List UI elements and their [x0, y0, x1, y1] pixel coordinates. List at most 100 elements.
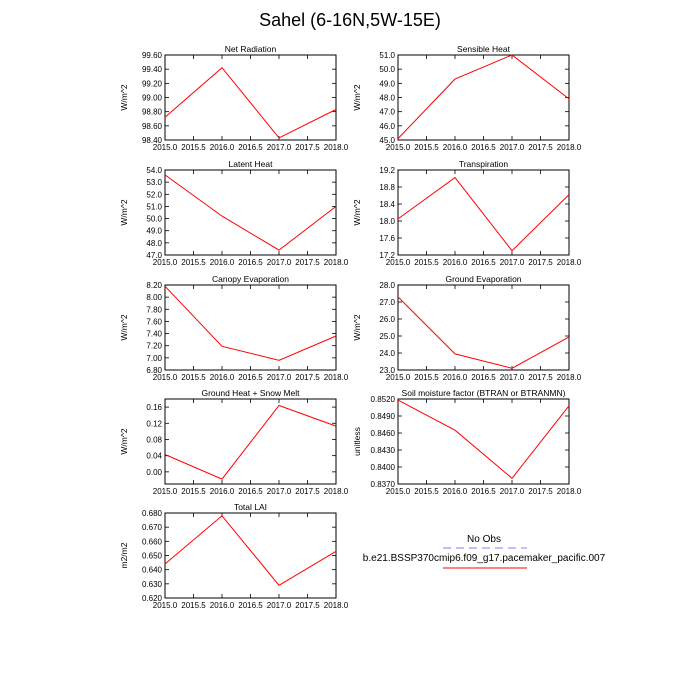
- y-tick-label: 7.40: [146, 330, 162, 339]
- panel-title: Soil moisture factor (BTRAN or BTRANMN): [402, 388, 566, 398]
- x-tick-label: 2016.5: [238, 258, 263, 267]
- panel-8: Soil moisture factor (BTRAN or BTRANMN) 2…: [352, 388, 582, 496]
- x-tick-label: 2017.5: [528, 373, 553, 382]
- legend-model-label: b.e21.BSSP370cmip6.f09_g17.pacemaker_pac…: [363, 553, 606, 564]
- y-tick-label: 53.0: [146, 178, 162, 187]
- y-axis-label: W/m^2: [119, 84, 129, 110]
- y-tick-label: 0.8460: [371, 429, 396, 438]
- y-tick-label: 46.0: [379, 122, 395, 131]
- y-tick-label: 0.8400: [371, 463, 396, 472]
- y-tick-label: 98.40: [142, 136, 163, 145]
- x-tick-label: 2016.0: [443, 487, 468, 496]
- x-tick-label: 2017.5: [295, 487, 320, 496]
- x-tick-label: 2015.0: [153, 143, 178, 152]
- x-tick-label: 2016.0: [443, 258, 468, 267]
- y-axis-label: W/m^2: [119, 314, 129, 340]
- panel-5: Canopy Evaporation 2015.0 2015.5 2016.0 2016…: [119, 274, 349, 382]
- y-tick-label: 98.60: [142, 122, 163, 131]
- x-tick-label: 2017.0: [500, 373, 525, 382]
- panel-frame: [164, 284, 337, 371]
- panel-title: Transpiration: [459, 159, 509, 169]
- x-tick-label: 2018.0: [557, 373, 582, 382]
- x-tick-label: 2015.5: [414, 373, 439, 382]
- x-tick-label: 2015.0: [386, 143, 411, 152]
- panel-title: Sensible Heat: [457, 44, 511, 54]
- y-tick-label: 0.8430: [371, 446, 396, 455]
- y-tick-label: 7.00: [146, 354, 162, 363]
- x-tick-label: 2017.0: [267, 487, 292, 496]
- x-tick-label: 2017.0: [267, 373, 292, 382]
- series-line: [397, 296, 570, 369]
- panel-title: Canopy Evaporation: [212, 274, 289, 284]
- x-tick-label: 2017.5: [528, 487, 553, 496]
- panel-7: Ground Heat + Snow Melt 2015.0 2015.5 2016.…: [119, 388, 349, 496]
- y-tick-label: 6.80: [146, 366, 162, 375]
- x-tick-label: 2016.0: [443, 373, 468, 382]
- y-tick-label: 0.16: [146, 403, 162, 412]
- x-tick-label: 2016.5: [238, 487, 263, 496]
- x-tick-label: 2017.5: [295, 258, 320, 267]
- x-tick-label: 2015.0: [386, 373, 411, 382]
- series-line: [164, 174, 337, 251]
- legend-obs-label: No Obs: [467, 534, 501, 545]
- panel-6: Ground Evaporation 2015.0 2015.5 2016.0 2016…: [352, 274, 582, 382]
- y-tick-label: 23.0: [379, 366, 395, 375]
- x-tick-label: 2017.5: [528, 258, 553, 267]
- y-tick-label: 0.8370: [371, 480, 396, 489]
- y-tick-label: 0.640: [142, 566, 163, 575]
- y-tick-label: 26.0: [379, 315, 395, 324]
- panel-title: Ground Heat + Snow Melt: [201, 388, 300, 398]
- y-tick-label: 99.20: [142, 79, 163, 88]
- x-tick-label: 2016.0: [210, 143, 235, 152]
- series-line: [164, 404, 337, 480]
- x-tick-label: 2016.5: [238, 373, 263, 382]
- y-tick-label: 24.0: [379, 349, 395, 358]
- y-tick-label: 54.0: [146, 166, 162, 175]
- y-axis-label: W/m^2: [352, 199, 362, 225]
- panel-3: Latent Heat 2015.0 2015.5 2016.0 2016.5 2017.…: [119, 159, 349, 267]
- y-axis-label: W/m^2: [119, 428, 129, 454]
- x-tick-label: 2017.0: [267, 601, 292, 610]
- y-tick-label: 49.0: [146, 227, 162, 236]
- y-tick-label: 0.670: [142, 523, 163, 532]
- x-tick-label: 2017.0: [500, 487, 525, 496]
- x-tick-label: 2015.5: [181, 258, 206, 267]
- panel-title: Latent Heat: [229, 159, 274, 169]
- panel-2: Sensible Heat 2015.0 2015.5 2016.0 2016.5 201…: [352, 44, 582, 152]
- y-tick-label: 50.0: [379, 65, 395, 74]
- series-line: [397, 54, 570, 139]
- y-tick-label: 17.6: [379, 234, 395, 243]
- x-tick-label: 2015.0: [153, 373, 178, 382]
- x-tick-label: 2015.5: [181, 487, 206, 496]
- x-tick-label: 2018.0: [324, 601, 349, 610]
- y-tick-label: 47.0: [379, 108, 395, 117]
- panel-title: Ground Evaporation: [445, 274, 521, 284]
- y-tick-label: 0.650: [142, 552, 163, 561]
- x-tick-label: 2015.0: [153, 258, 178, 267]
- panel-frame: [397, 169, 570, 256]
- x-tick-label: 2015.5: [414, 143, 439, 152]
- y-tick-label: 45.0: [379, 136, 395, 145]
- y-tick-label: 99.00: [142, 94, 163, 103]
- x-tick-label: 2017.0: [500, 143, 525, 152]
- panel-frame: [397, 398, 570, 485]
- x-tick-label: 2018.0: [557, 258, 582, 267]
- y-axis-label: m2/m2: [119, 542, 129, 568]
- x-tick-label: 2015.5: [414, 258, 439, 267]
- y-tick-label: 0.04: [146, 452, 162, 461]
- x-tick-label: 2015.5: [181, 143, 206, 152]
- y-tick-label: 0.660: [142, 537, 163, 546]
- x-tick-label: 2018.0: [324, 258, 349, 267]
- y-tick-label: 99.60: [142, 51, 163, 60]
- y-tick-label: 48.0: [379, 94, 395, 103]
- x-tick-label: 2016.0: [210, 258, 235, 267]
- series-line: [397, 399, 570, 480]
- panel-frame: [397, 54, 570, 141]
- x-tick-label: 2016.5: [238, 143, 263, 152]
- x-tick-label: 2018.0: [324, 143, 349, 152]
- y-tick-label: 7.20: [146, 342, 162, 351]
- y-tick-label: 25.0: [379, 332, 395, 341]
- x-tick-label: 2017.5: [295, 601, 320, 610]
